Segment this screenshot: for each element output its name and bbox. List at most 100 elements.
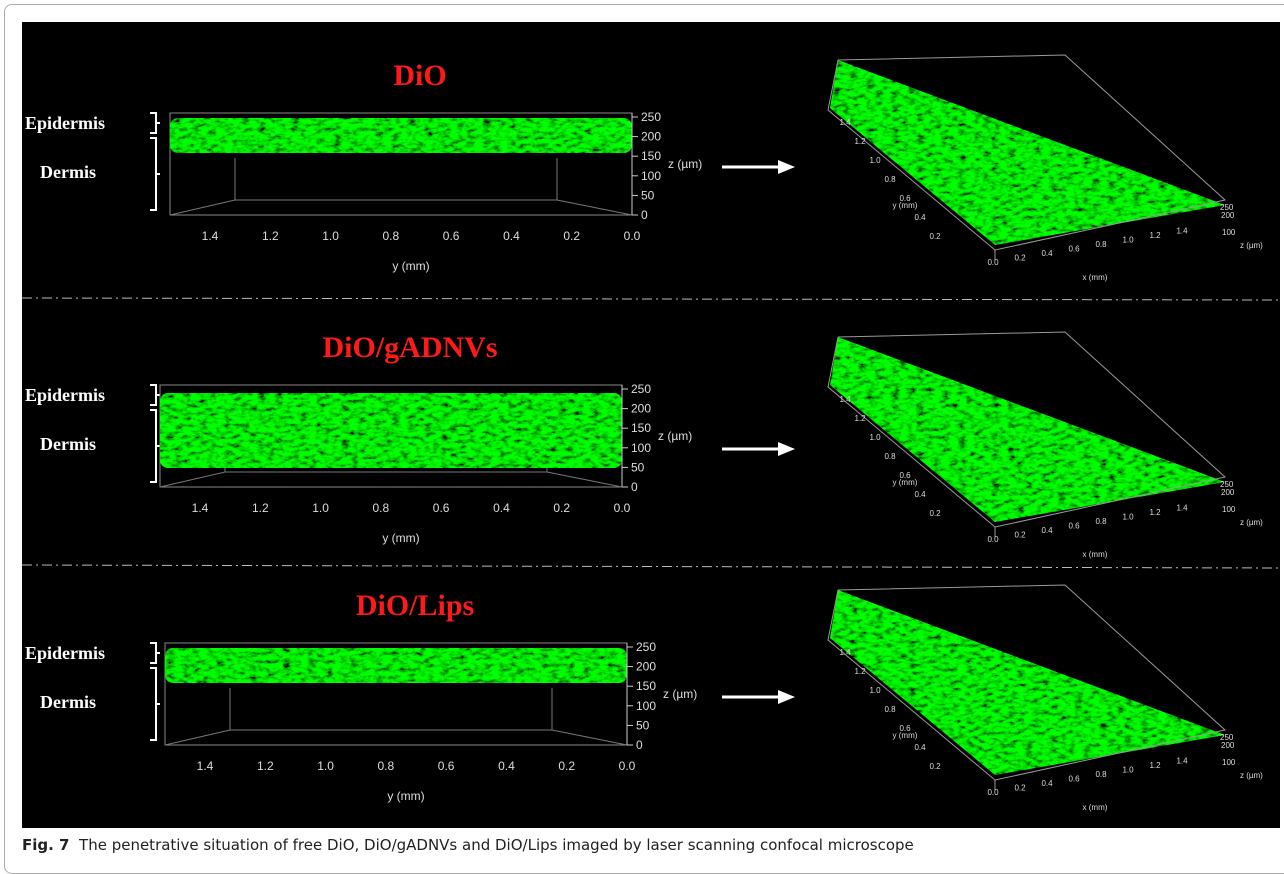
y-tick-label: 0.6	[433, 501, 450, 515]
z-tick-label-3d: 100	[1222, 505, 1236, 514]
z-axis-label-3d: z (µm)	[1240, 518, 1263, 527]
z-tick-label: 250	[631, 382, 651, 396]
x-tick-label-3d: 0.4	[1041, 249, 1053, 258]
arrow-head	[778, 160, 795, 174]
x-tick-label-3d: 0.2	[1014, 531, 1026, 540]
fluorescence	[165, 648, 627, 683]
z-tick-label-3d: 200	[1221, 211, 1235, 220]
y-tick-label: 0.4	[493, 501, 510, 515]
y-tick-label-3d: 0.2	[929, 232, 941, 241]
x-axis-label-3d: x (mm)	[1083, 803, 1108, 812]
bracket	[150, 384, 160, 406]
bracket	[150, 112, 160, 134]
y-axis-label: y (mm)	[392, 259, 429, 273]
y-tick-label-3d: 0.2	[929, 509, 941, 518]
z-tick-label: 100	[631, 441, 651, 455]
x-tick-label-3d: 1.4	[1176, 227, 1188, 236]
x-tick-label-3d: 1.2	[1149, 231, 1161, 240]
z-tick-label: 250	[641, 110, 661, 124]
x-tick-label-3d: 1.2	[1149, 508, 1161, 517]
x-tick-label-3d: 0.0	[987, 788, 999, 797]
x-tick-label-3d: 0.8	[1095, 770, 1107, 779]
y-axis-label-3d: y (mm)	[893, 478, 918, 487]
x-tick-label-3d: 1.0	[1122, 236, 1134, 245]
y-tick-label-3d: 1.2	[854, 414, 866, 423]
x-tick-label-3d: 0.6	[1068, 775, 1080, 784]
z-axis-label-3d: z (µm)	[1240, 241, 1263, 250]
y-tick-label: 1.2	[257, 759, 274, 773]
surface-3d	[830, 337, 1225, 522]
y-tick-label-3d: 1.4	[839, 395, 851, 404]
y-tick-label: 1.2	[252, 501, 269, 515]
z-tick-label-3d: 100	[1222, 758, 1236, 767]
y-tick-label-3d: 0.6	[899, 471, 911, 480]
y-tick-label: 0.6	[438, 759, 455, 773]
y-tick-label-3d: 0.2	[929, 762, 941, 771]
z-tick-label: 50	[641, 188, 655, 202]
y-tick-label: 0.2	[558, 759, 575, 773]
box-3d	[827, 331, 1227, 528]
x-tick-label-3d: 0.8	[1095, 517, 1107, 526]
x-tick-label-3d: 1.4	[1176, 504, 1188, 513]
y-tick-label: 0.0	[619, 759, 636, 773]
y-tick-label: 0.0	[614, 501, 631, 515]
y-tick-label: 0.8	[373, 501, 390, 515]
box-3d	[827, 584, 1227, 781]
y-tick-label-3d: 0.4	[914, 743, 926, 752]
x-tick-label-3d: 0.6	[1068, 522, 1080, 531]
x-tick-label-3d: 0.0	[987, 535, 999, 544]
x-tick-label-3d: 0.8	[1095, 240, 1107, 249]
y-tick-label-3d: 0.4	[914, 490, 926, 499]
z-axis-label: z (µm)	[668, 157, 702, 171]
layer-label: Dermis	[40, 434, 96, 454]
z-tick-label-3d: 100	[1222, 228, 1236, 237]
x-tick-label-3d: 1.0	[1122, 766, 1134, 775]
z-tick-label: 0	[636, 738, 643, 752]
y-tick-label: 1.2	[262, 229, 279, 243]
y-tick-label: 1.0	[312, 501, 329, 515]
z-tick-label: 50	[636, 718, 650, 732]
y-tick-label: 0.4	[503, 229, 520, 243]
layer-label: Dermis	[40, 692, 96, 712]
z-tick-label: 200	[636, 660, 656, 674]
divider	[21, 297, 1281, 301]
y-tick-label-3d: 1.4	[839, 648, 851, 657]
x-axis-label-3d: x (mm)	[1083, 550, 1108, 559]
z-tick-label: 200	[631, 402, 651, 416]
x-tick-label-3d: 0.0	[987, 258, 999, 267]
y-tick-label: 0.2	[553, 501, 570, 515]
y-tick-label-3d: 1.0	[869, 433, 881, 442]
y-tick-label: 0.0	[624, 229, 641, 243]
z-axis-label: z (µm)	[663, 687, 697, 701]
fluorescence	[170, 118, 632, 153]
layer-label: Epidermis	[25, 113, 105, 133]
y-tick-label: 1.4	[192, 501, 209, 515]
panel-title: DiO/gADNVs	[322, 331, 497, 364]
y-tick-label-3d: 1.4	[839, 118, 851, 127]
surface-3d	[830, 590, 1225, 775]
z-tick-label-3d: 250	[1220, 733, 1234, 742]
box-edge	[169, 199, 633, 216]
layer-label: Dermis	[40, 162, 96, 182]
z-tick-label: 150	[641, 149, 661, 163]
z-axis-label-3d: z (µm)	[1240, 771, 1263, 780]
y-tick-label-3d: 0.4	[914, 213, 926, 222]
arrow-head	[778, 690, 795, 704]
x-tick-label-3d: 0.2	[1014, 784, 1026, 793]
fluorescence	[160, 393, 622, 468]
y-tick-label-3d: 1.2	[854, 667, 866, 676]
y-tick-label: 0.4	[498, 759, 515, 773]
y-tick-label-3d: 0.6	[899, 724, 911, 733]
y-tick-label: 0.2	[563, 229, 580, 243]
caption-label: Fig. 7	[22, 836, 70, 854]
layer-label: Epidermis	[25, 643, 105, 663]
z-tick-label: 150	[636, 679, 656, 693]
bracket	[150, 137, 160, 211]
y-tick-label-3d: 0.6	[899, 194, 911, 203]
y-tick-label: 1.4	[197, 759, 214, 773]
surface-3d	[830, 60, 1225, 245]
box-3d	[827, 54, 1227, 251]
z-tick-label: 0	[631, 480, 638, 494]
